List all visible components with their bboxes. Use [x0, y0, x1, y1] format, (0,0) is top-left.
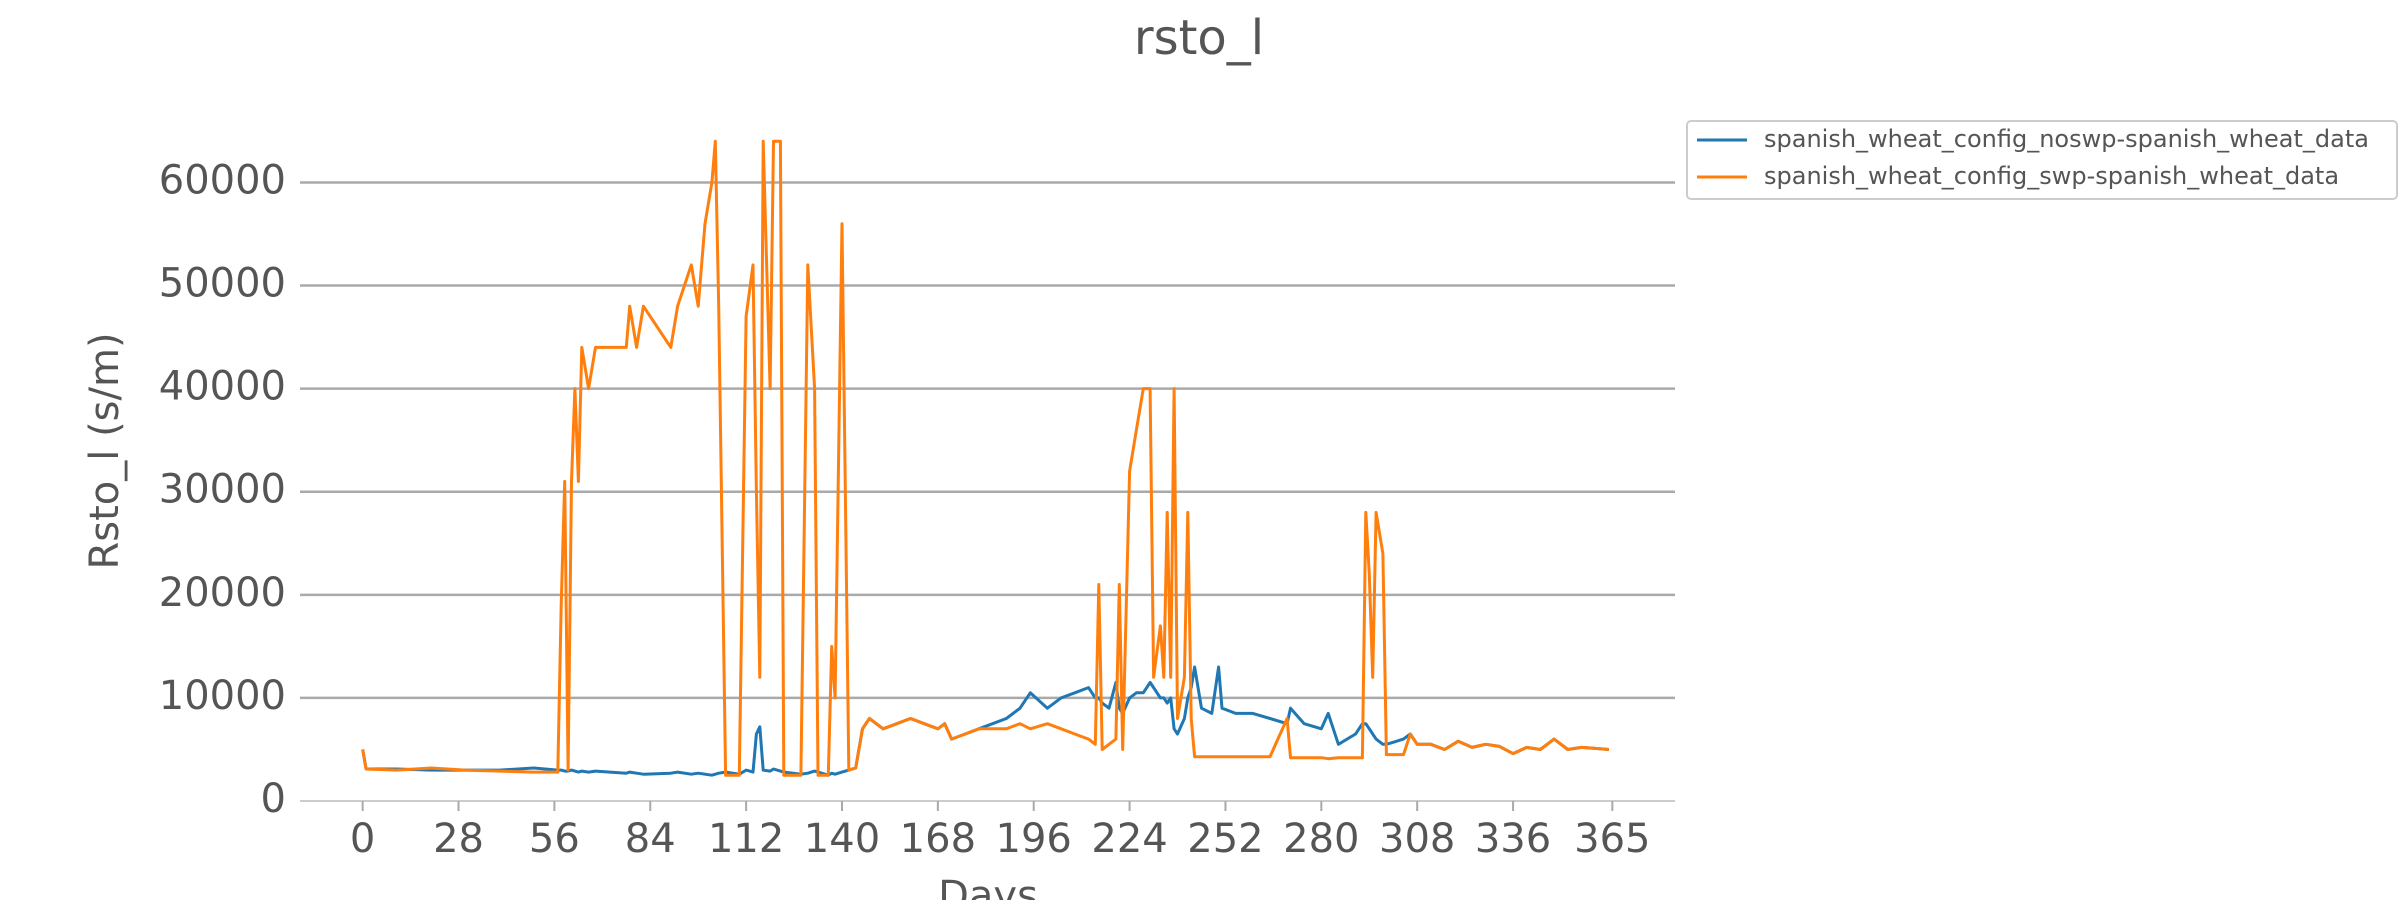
- x-tick-label: 112: [708, 816, 784, 862]
- series-line: [361, 665, 1610, 777]
- x-tick-label: 168: [900, 816, 976, 862]
- y-axis-label: Rsto_l (s/m): [82, 332, 128, 569]
- x-tick-label: 336: [1475, 816, 1551, 862]
- y-tick-label: 0: [261, 776, 286, 822]
- x-tick-label: 365: [1574, 816, 1650, 862]
- series-line: [361, 139, 1610, 777]
- x-tick-label: 140: [804, 816, 880, 862]
- x-tick-label: 0: [350, 816, 375, 862]
- x-tick-label: 280: [1283, 816, 1359, 862]
- y-tick-label: 30000: [159, 467, 286, 513]
- y-tick-label: 20000: [159, 570, 286, 616]
- legend-box: [1686, 120, 2398, 200]
- legend-label: spanish_wheat_config_noswp-spanish_wheat…: [1764, 125, 2369, 153]
- x-tick-label: 196: [996, 816, 1072, 862]
- x-tick-label: 84: [625, 816, 676, 862]
- x-tick-label: 308: [1379, 816, 1455, 862]
- y-tick-label: 50000: [159, 261, 286, 307]
- legend-label: spanish_wheat_config_swp-spanish_wheat_d…: [1764, 162, 2339, 190]
- x-axis-label: Days: [938, 873, 1038, 900]
- x-tick-label: 56: [529, 816, 580, 862]
- x-tick-label: 224: [1091, 816, 1167, 862]
- y-tick-label: 60000: [159, 157, 286, 203]
- y-tick-label: 40000: [159, 364, 286, 410]
- chart-title: rsto_l: [1134, 10, 1264, 66]
- y-tick-label: 10000: [159, 673, 286, 719]
- x-tick-label: 252: [1187, 816, 1263, 862]
- x-tick-label: 28: [433, 816, 484, 862]
